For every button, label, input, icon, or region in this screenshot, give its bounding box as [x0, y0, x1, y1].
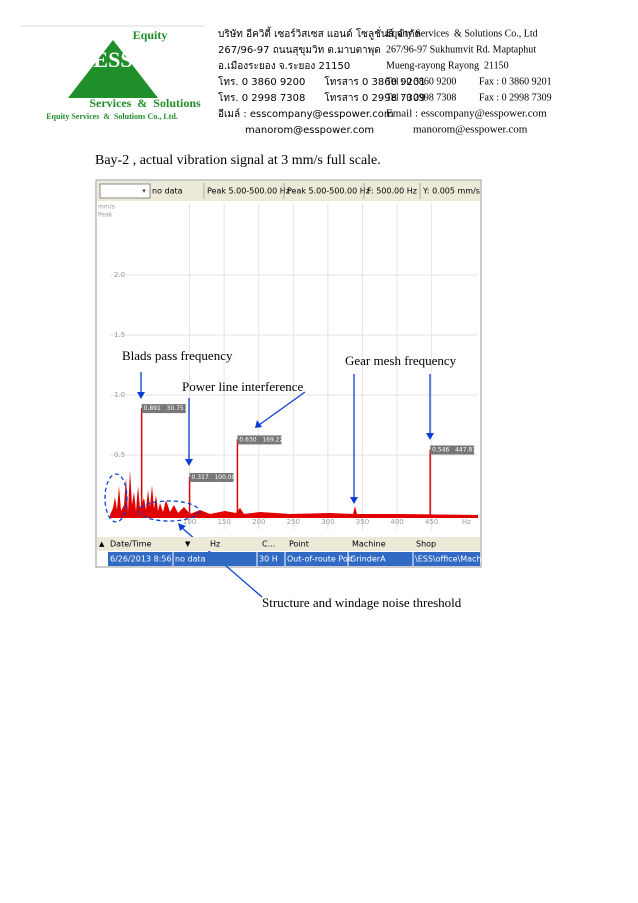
table-cell: 30 H — [259, 555, 278, 564]
selected-row[interactable] — [108, 552, 480, 566]
peak-label: 0.546 447.87 — [432, 446, 476, 453]
table-cell: no data — [175, 555, 206, 564]
english-line: Tel : 0 2998 7308 Fax : 0 2998 7309 — [386, 92, 552, 103]
arrow-head — [137, 392, 145, 399]
english-line: Email : esscompany@esspower.com — [386, 108, 547, 120]
x-tick-label: 200 — [252, 518, 265, 526]
dashed-ellipse — [138, 500, 200, 522]
plot-area — [110, 203, 480, 530]
annotation: Blads pass frequency — [122, 348, 233, 363]
y-tick-label: 1.0 — [114, 391, 125, 399]
annotation: Power line interference — [182, 379, 304, 394]
thai-line: โทร. 0 2998 7308 โทรสาร 0 2998 7309 — [218, 91, 426, 104]
arrow-head — [350, 497, 358, 504]
dashed-ellipse — [104, 473, 128, 523]
logo-triangle — [68, 40, 158, 98]
x-tick-label: 300 — [321, 518, 334, 526]
sort-arrow: ▲ — [99, 540, 105, 548]
arrow-head — [426, 433, 434, 440]
english-line: Equity Services & Solutions Co., Ltd — [386, 28, 538, 39]
dropdown[interactable] — [99, 183, 151, 199]
y-tick-label: 1.5 — [114, 331, 125, 339]
peak-label: 0.630 169.22 — [239, 436, 283, 443]
dropdown-arrow: ▾ — [142, 187, 146, 195]
table-header-cell: Machine — [352, 540, 386, 549]
table-header-cell: Shop — [416, 540, 436, 549]
peak-label-box — [141, 404, 186, 414]
arrow-head — [255, 420, 262, 428]
table-cell: Out-of-route Poir — [287, 555, 354, 564]
thai-line: 267/96-97 ถนนสุขุมวิท ต.มาบตาพุด — [218, 45, 381, 56]
arrow-head — [185, 459, 193, 466]
table-header-cell: Hz — [210, 540, 220, 549]
table-cell: GrinderA — [350, 555, 386, 564]
x-tick-label: 150 — [217, 518, 230, 526]
x-tick-label: 100 — [183, 518, 196, 526]
noise-floor — [110, 470, 478, 518]
peak-label: 0.317 100.00 — [192, 474, 236, 481]
thai-line: โทร. 0 3860 9200 โทรสาร 0 3860 9201 — [218, 75, 426, 88]
logo-letters: ESS — [93, 47, 132, 72]
logo-bottom: Equity Services & Solutions Co., Ltd. — [46, 112, 178, 121]
thai-line: บริษัท อีควิตี้ เซอร์วิสเซส แอนด์ โซลูชั… — [218, 26, 421, 40]
y-tick-label: 0.5 — [114, 451, 125, 459]
toolbar-item: Peak 5.00-500.00 Hz — [207, 187, 290, 196]
arrow-head — [178, 523, 186, 531]
x-tick-label: 250 — [287, 518, 300, 526]
arrow — [258, 391, 306, 426]
thai-line: อ.เมืองระยอง จ.ระยอง 21150 — [218, 60, 350, 72]
x-tick-label: 400 — [390, 518, 403, 526]
toolbar — [97, 181, 480, 201]
toolbar-item: Peak 5.00-500.00 Hz — [287, 187, 370, 196]
english-line: 267/96-97 Sukhumvit Rd. Maptaphut — [386, 44, 536, 55]
logo-mid: Services & Solutions — [89, 96, 201, 110]
table-header — [97, 537, 480, 551]
table-header-cell: Date/Time — [110, 540, 151, 549]
sort-arrow: ▼ — [185, 540, 191, 548]
toolbar-item: Y: 0.005 mm/s — [422, 187, 480, 196]
toolbar-item: no data — [152, 187, 183, 196]
y-unit: Peak — [98, 212, 113, 219]
x-tick-label: 350 — [356, 518, 369, 526]
caption: Bay-2 , actual vibration signal at 3 mm/… — [95, 153, 381, 168]
english-line: Tel : 0 3860 9200 Fax : 0 3860 9201 — [386, 76, 552, 87]
peak-label-box — [237, 435, 282, 445]
peak-label-box — [430, 445, 475, 455]
logo: ESS Equity Services & Solutions Equity S… — [20, 25, 205, 121]
logo-top: Equity — [133, 28, 168, 42]
arrow-heads — [137, 392, 434, 531]
annotation: Gear mesh frequency — [345, 353, 457, 368]
x-tick-label: 450 — [425, 518, 438, 526]
english-line: manorom@esspower.com — [413, 124, 528, 136]
toolbar-item: F: 500.00 Hz — [367, 187, 417, 196]
english-line: Mueng-rayong Rayong 21150 — [386, 60, 509, 71]
x-unit: Hz — [462, 518, 471, 526]
annotation: Structure and windage noise threshold — [262, 595, 462, 610]
table-header-cell: Point — [289, 540, 309, 549]
table-cell: \ESS\office\Machi — [415, 555, 484, 564]
table-header-cell: C... — [262, 540, 275, 549]
peak-label: 0.891 30.75 — [144, 405, 184, 412]
peak-label-box — [189, 472, 234, 482]
y-tick-label: 2.0 — [114, 271, 125, 279]
table-cell: 6/26/2013 8:56: — [110, 555, 174, 564]
thai-line: อีเมล์ : esscompany@esspower.com — [218, 108, 394, 120]
thai-line: manorom@esspower.com — [245, 125, 374, 136]
y-unit: mm/s — [98, 204, 115, 211]
